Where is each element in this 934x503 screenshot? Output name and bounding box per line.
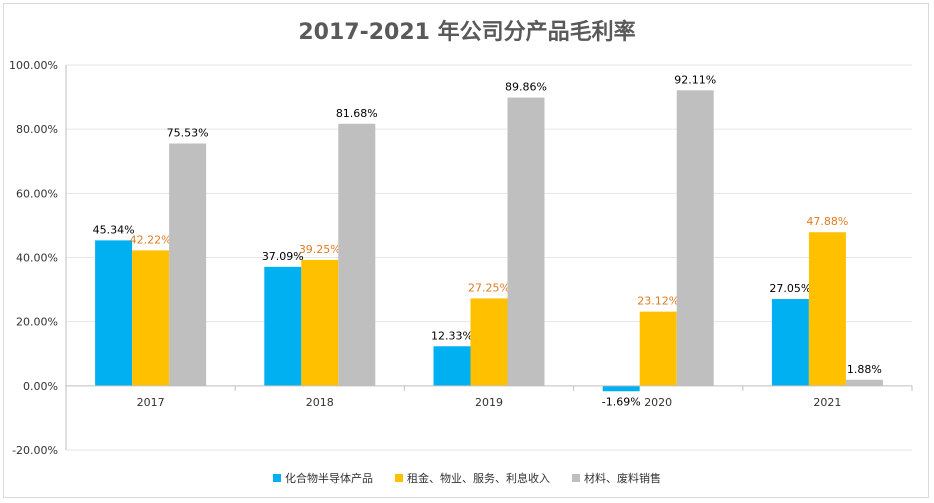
bar-2017-series-0: [95, 240, 133, 386]
y-tick-label: 0.00%: [23, 380, 58, 393]
legend-swatch: [395, 474, 403, 482]
bar-2018-series-1: [301, 259, 339, 386]
data-label: 45.34%: [93, 223, 135, 236]
data-label: 75.53%: [167, 127, 209, 140]
data-label: 47.88%: [806, 215, 848, 228]
data-label: 42.22%: [130, 233, 172, 246]
bar-2021-series-1: [808, 232, 846, 386]
y-tick-label: 100.00%: [9, 59, 58, 72]
data-label: 1.88%: [847, 363, 882, 376]
data-label: 37.09%: [262, 250, 304, 263]
bar-2018-series-0: [264, 266, 302, 386]
legend-item-series-0: 化合物半导体产品: [273, 470, 373, 486]
data-label: 27.25%: [468, 281, 510, 294]
legend-label: 租金、物业、服务、利息收入: [407, 472, 550, 485]
legend-item-series-1: 租金、物业、服务、利息收入: [395, 470, 550, 486]
data-label: 12.33%: [431, 329, 473, 342]
chart-title: 2017-2021 年公司分产品毛利率: [298, 20, 636, 45]
legend-label: 材料、废料销售: [584, 472, 661, 485]
data-label: 81.68%: [336, 107, 378, 120]
y-tick-label: 40.00%: [16, 252, 58, 265]
x-tick-label: 2021: [813, 396, 841, 409]
chart-legend: 化合物半导体产品 租金、物业、服务、利息收入 材料、废料销售: [0, 470, 934, 486]
x-tick-label: 2019: [475, 396, 503, 409]
bar-2019-series-1: [470, 298, 508, 386]
bar-2020-series-2: [676, 90, 714, 386]
bar-2019-series-2: [507, 97, 545, 386]
bar-2017-series-2: [169, 143, 207, 386]
data-label: 23.12%: [637, 295, 679, 308]
x-tick-label: 2020: [644, 396, 672, 409]
bar-2019-series-0: [433, 346, 471, 386]
y-tick-label: -20.00%: [12, 444, 58, 457]
legend-label: 化合物半导体产品: [285, 472, 373, 485]
data-label: 27.05%: [769, 282, 811, 295]
data-label: 89.86%: [505, 81, 547, 94]
bar-2020-series-1: [639, 311, 677, 386]
bar-2021-series-2: [845, 379, 883, 386]
legend-swatch: [572, 474, 580, 482]
legend-item-series-2: 材料、废料销售: [572, 470, 661, 486]
y-tick-label: 60.00%: [16, 187, 58, 200]
x-tick-label: 2017: [137, 396, 165, 409]
bar-2017-series-1: [132, 250, 170, 386]
bar-2018-series-2: [338, 123, 376, 386]
y-tick-label: 20.00%: [16, 316, 58, 329]
x-tick-label: 2018: [306, 396, 334, 409]
data-label: -1.69%: [602, 395, 641, 408]
bar-2020-series-0: [602, 385, 640, 392]
bar-2021-series-0: [771, 299, 809, 386]
data-label: 39.25%: [299, 243, 341, 256]
y-tick-label: 80.00%: [16, 123, 58, 136]
legend-swatch: [273, 474, 281, 482]
data-label: 92.11%: [674, 73, 716, 86]
